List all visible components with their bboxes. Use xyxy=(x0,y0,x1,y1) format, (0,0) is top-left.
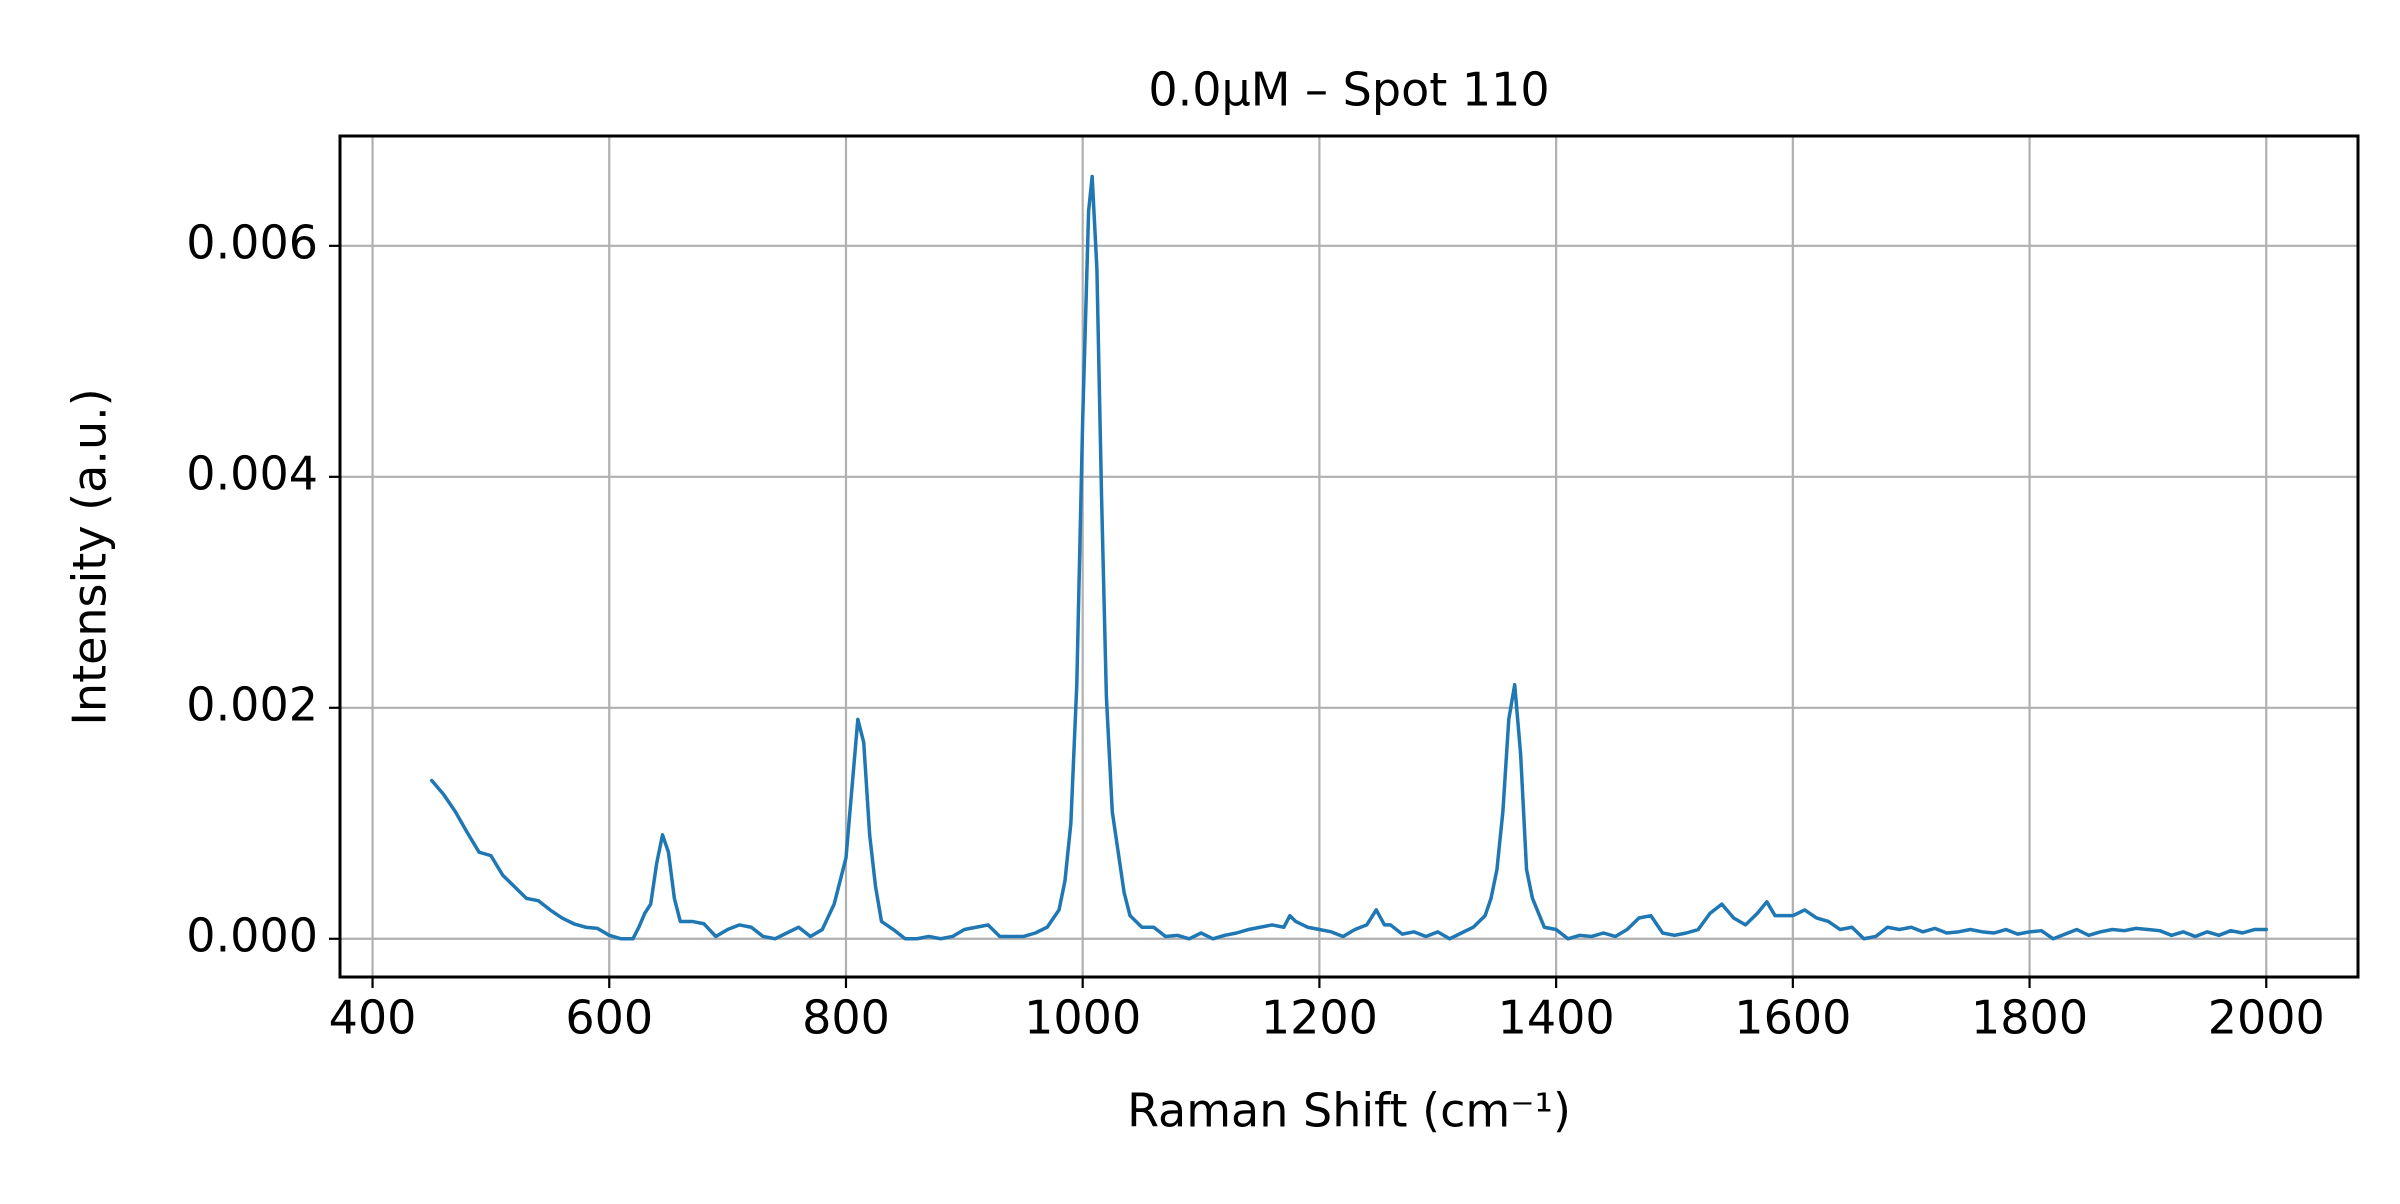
y-tick-label: 0.002 xyxy=(186,677,318,731)
y-tick-label: 0.000 xyxy=(186,908,318,962)
data-line xyxy=(429,174,2269,941)
y-axis-label: Intensity (a.u.) xyxy=(63,388,117,725)
x-tick-label: 800 xyxy=(802,991,890,1045)
chart-title: 0.0μM – Spot 110 xyxy=(1148,63,1549,117)
y-tick-label: 0.006 xyxy=(186,215,318,269)
x-tick-label: 1000 xyxy=(1024,991,1141,1045)
x-axis-label: Raman Shift (cm⁻¹) xyxy=(1127,1084,1571,1138)
x-tick-label: 600 xyxy=(565,991,653,1045)
x-tick-label: 1200 xyxy=(1261,991,1378,1045)
x-tick-label: 2000 xyxy=(2208,991,2325,1045)
plot-frame xyxy=(338,134,2360,979)
x-tick-label: 1400 xyxy=(1498,991,1615,1045)
x-tick-label: 1600 xyxy=(1734,991,1851,1045)
x-tick-label: 1800 xyxy=(1971,991,2088,1045)
y-tick-label: 0.004 xyxy=(186,446,318,500)
x-tick-label: 400 xyxy=(329,991,417,1045)
